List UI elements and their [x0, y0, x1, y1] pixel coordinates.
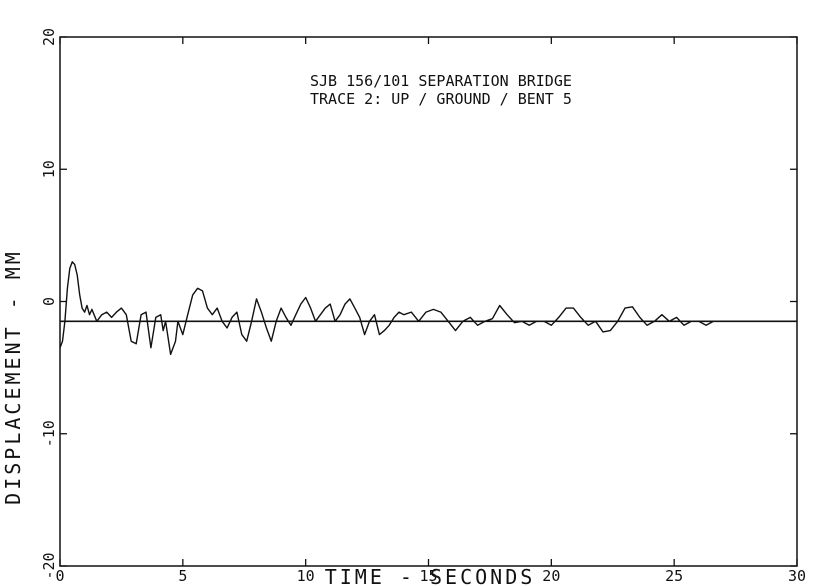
- series-line-0: [59, 261, 729, 356]
- y-tick-label: -20: [40, 552, 58, 579]
- x-tick-label: 30: [788, 567, 806, 585]
- y-tick-label: 20: [40, 28, 58, 46]
- y-tick-label: -10: [40, 420, 58, 447]
- x-tick-label: 25: [665, 567, 683, 585]
- y-tick-label: 10: [40, 160, 58, 178]
- chart-title-line-1: SJB 156/101 SEPARATION BRIDGE: [310, 72, 572, 90]
- x-tick-label: 15: [419, 567, 437, 585]
- x-tick-label: 5: [178, 567, 187, 585]
- x-tick-label: 20: [542, 567, 560, 585]
- y-tick-label: 0: [40, 297, 58, 306]
- x-axis-title: TIME - SECONDS: [325, 565, 536, 586]
- chart-title-line-2: TRACE 2: UP / GROUND / BENT 5: [310, 90, 572, 108]
- plot-frame: [59, 36, 798, 567]
- x-tick-label: 10: [297, 567, 315, 585]
- x-tick-label: 0: [55, 567, 64, 585]
- y-axis-title: DISPLACEMENT - MM: [1, 249, 25, 505]
